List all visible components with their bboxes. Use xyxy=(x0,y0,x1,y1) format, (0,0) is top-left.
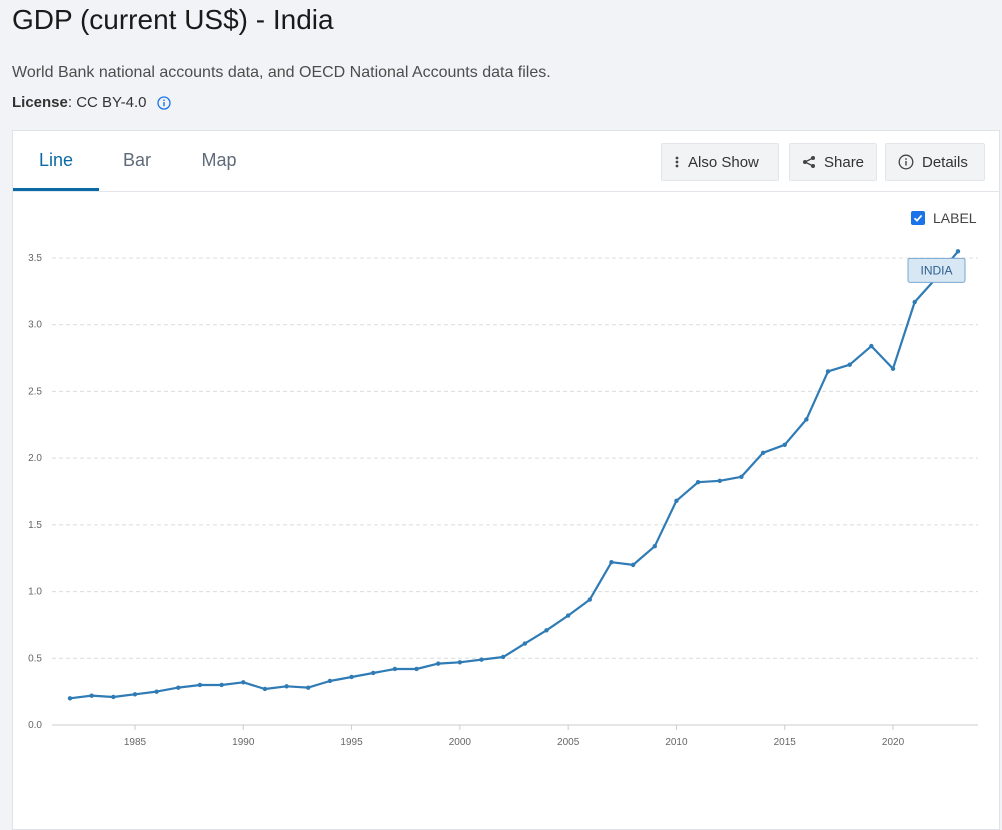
y-tick-label: 1.0 xyxy=(28,587,42,598)
info-icon xyxy=(898,154,914,170)
y-tick-label: 3.5 xyxy=(28,253,42,264)
data-point[interactable] xyxy=(262,686,268,692)
label-toggle[interactable]: LABEL xyxy=(911,210,977,226)
y-tick-label: 0.0 xyxy=(28,720,42,731)
y-tick-label: 2.0 xyxy=(28,453,42,464)
data-point[interactable] xyxy=(717,478,722,484)
data-point[interactable] xyxy=(176,685,181,690)
data-point[interactable] xyxy=(219,682,224,688)
data-point[interactable] xyxy=(565,613,571,618)
data-point[interactable] xyxy=(609,560,614,565)
data-point[interactable] xyxy=(760,450,766,456)
data-point[interactable] xyxy=(457,660,463,665)
also-show-button[interactable]: Also Show xyxy=(661,143,779,181)
data-point[interactable] xyxy=(241,680,246,685)
data-point[interactable] xyxy=(371,670,376,676)
data-point[interactable] xyxy=(435,661,441,666)
x-tick-label: 2000 xyxy=(449,737,472,748)
chart-tab-bar: Line Bar Map Also Show Share Details xyxy=(13,131,999,192)
data-point[interactable] xyxy=(544,628,549,633)
data-point[interactable] xyxy=(349,674,354,680)
details-label: Details xyxy=(922,153,968,171)
label-toggle-text: LABEL xyxy=(933,210,977,226)
series-name-tag: INDIA xyxy=(907,257,966,283)
series-name-tag-text: INDIA xyxy=(920,263,952,277)
series-name-tag-box xyxy=(907,257,966,283)
data-point[interactable] xyxy=(197,682,203,688)
x-tick-label: 2020 xyxy=(882,737,905,748)
y-axis-labels: 0.0 0.5 1.0 1.5 2.0 2.5 3.0 3.5 xyxy=(28,253,42,731)
x-tick-label: 2005 xyxy=(557,737,580,748)
tab-line[interactable]: Line xyxy=(13,131,99,191)
tab-bar[interactable]: Bar xyxy=(122,150,151,170)
share-label: Share xyxy=(824,153,865,171)
also-show-label: Also Show xyxy=(688,153,759,171)
data-point[interactable] xyxy=(132,692,138,697)
data-point[interactable] xyxy=(652,544,657,549)
x-tick-label: 1985 xyxy=(124,737,147,748)
y-tick-label: 2.5 xyxy=(28,386,42,397)
data-point[interactable] xyxy=(587,597,593,602)
x-tick-label: 1995 xyxy=(340,737,363,748)
data-point[interactable] xyxy=(869,343,874,349)
license-line: License : CC BY-4.0 xyxy=(12,94,171,111)
y-tick-label: 0.5 xyxy=(28,653,42,664)
data-point[interactable] xyxy=(804,417,809,422)
page-title: GDP (current US$) - India xyxy=(12,4,334,35)
info-icon[interactable] xyxy=(156,95,171,110)
share-button[interactable]: Share xyxy=(789,143,877,181)
data-point[interactable] xyxy=(890,366,896,371)
data-point[interactable] xyxy=(739,474,744,480)
data-point[interactable] xyxy=(327,678,333,684)
x-tick-label: 2015 xyxy=(774,737,797,748)
data-point[interactable] xyxy=(154,689,159,694)
data-point[interactable] xyxy=(674,498,679,504)
share-icon xyxy=(802,155,816,169)
data-point[interactable] xyxy=(912,299,917,305)
chart-card: Line Bar Map Also Show Share Details LAB… xyxy=(12,130,1000,830)
data-point[interactable] xyxy=(111,694,116,700)
data-point[interactable] xyxy=(284,684,289,689)
y-tick-label: 3.0 xyxy=(28,320,42,331)
series-line xyxy=(69,250,959,700)
data-point[interactable] xyxy=(955,249,961,254)
details-button[interactable]: Details xyxy=(885,143,985,181)
data-point[interactable] xyxy=(479,657,484,662)
license-value: : CC BY-4.0 xyxy=(67,94,147,111)
data-point[interactable] xyxy=(695,479,701,485)
x-tick-label: 1990 xyxy=(232,737,255,748)
x-tick-label: 2010 xyxy=(665,737,688,748)
series-label: INDIA xyxy=(907,257,966,283)
gdp-line-chart: 0.0 0.5 1.0 1.5 2.0 2.5 3.0 3.5 1985 1990 1995 200… xyxy=(28,249,978,748)
x-axis: 1985 1990 1995 2000 2005 2010 2015 2020 xyxy=(52,724,978,748)
data-point[interactable] xyxy=(782,442,787,447)
tab-map[interactable]: Map xyxy=(201,150,237,170)
y-tick-label: 1.5 xyxy=(28,520,42,531)
data-point[interactable] xyxy=(414,666,419,672)
series-india xyxy=(67,249,961,701)
data-point[interactable] xyxy=(392,666,398,672)
data-point[interactable] xyxy=(306,685,311,690)
data-point[interactable] xyxy=(500,654,506,660)
data-point[interactable] xyxy=(522,641,528,646)
data-point[interactable] xyxy=(825,369,831,374)
license-label: License xyxy=(12,94,68,111)
data-point[interactable] xyxy=(630,562,636,568)
more-vertical-icon xyxy=(674,155,680,169)
data-point[interactable] xyxy=(847,362,852,367)
label-checkbox[interactable] xyxy=(911,211,925,225)
data-point[interactable] xyxy=(89,693,94,698)
gridlines xyxy=(52,257,978,659)
data-point[interactable] xyxy=(67,696,73,701)
source-note: World Bank national accounts data, and O… xyxy=(12,64,551,81)
